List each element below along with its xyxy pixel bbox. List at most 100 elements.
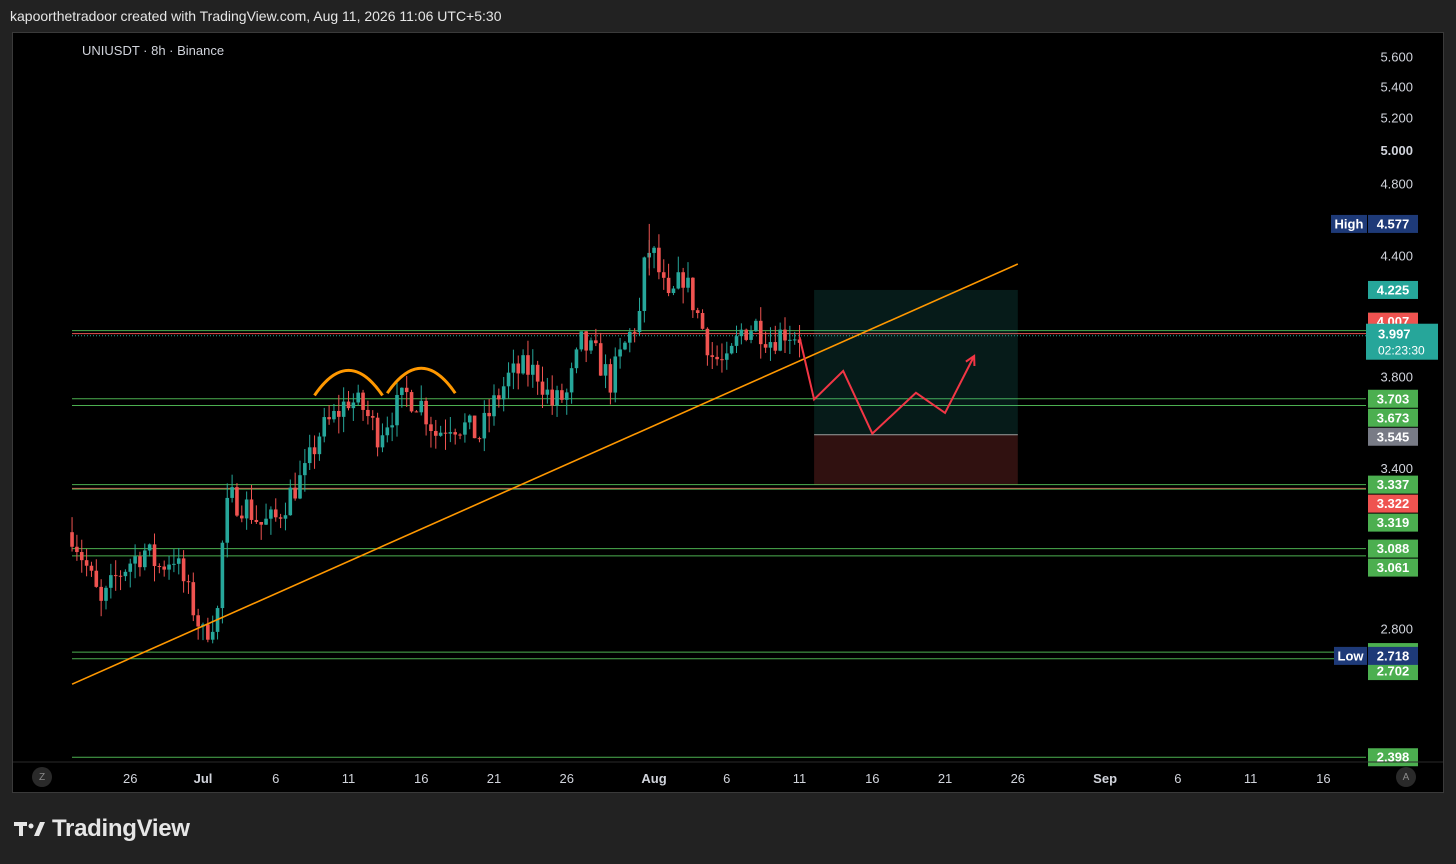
low-price-label: 2.718 [1377,648,1410,663]
candle-body [628,331,632,343]
candle-body [540,381,545,395]
level-price-label: 3.061 [1377,560,1410,575]
candle-body [579,331,584,350]
level-price-label-bg [1368,494,1418,513]
candle-body [370,416,375,418]
candle-body [691,277,695,311]
candle-body [783,329,787,341]
x-tick-label: 26 [123,771,137,786]
candle-body [332,410,336,420]
x-tick-label: 16 [865,771,879,786]
candle-body [613,356,618,393]
low-tag: Low [1338,648,1365,663]
target-price-label: 4.225 [1377,282,1410,297]
zoom-reset-button[interactable]: Z [32,767,52,787]
candle-body [317,436,322,455]
level-price-label-bg [1368,662,1418,681]
candle-body [438,432,443,436]
candles [70,223,802,644]
tradingview-logo-icon [14,822,45,836]
candle-body [458,434,462,436]
candle-body [676,272,681,289]
candle-body [409,392,414,412]
projection-line [798,336,976,436]
candle-body [657,247,661,273]
candle-body [147,544,152,551]
candle-body [661,272,666,278]
candle-body [555,390,559,406]
candle-body [273,509,278,518]
candle-body [244,499,249,519]
candle-body [70,532,74,547]
level-price-label: 2.702 [1377,664,1410,679]
candle-body [763,344,768,348]
high-price-label-bg [1368,214,1418,233]
candle-body [482,412,487,439]
candle-body [778,329,782,351]
candle-body [550,389,554,406]
candle-body [744,329,748,340]
candle-body [230,487,234,498]
top-arch [313,369,384,397]
candle-body [521,355,525,374]
candle-body [240,515,244,519]
x-tick-label: 16 [414,771,428,786]
entry-price-label-bg [1368,427,1418,446]
candle-body [768,342,773,348]
y-tick-label: 5.600 [1380,49,1413,64]
candle-body [380,435,385,448]
y-tick-label: 3.800 [1380,369,1413,384]
candle-body [172,563,176,565]
candle-body [749,331,753,340]
candle-body [652,247,656,253]
candle-body [337,410,341,417]
level-price-label: 3.703 [1377,391,1410,406]
x-tick-label: 21 [938,771,952,786]
bar-countdown-label: 02:23:30 [1378,344,1425,358]
candle-body [569,368,574,393]
candle-body [705,328,710,356]
candle-body [419,400,424,413]
candle-body [249,499,254,520]
auto-scale-button[interactable]: A [1396,767,1416,787]
candle-body [133,556,137,564]
candle-body [404,387,409,393]
x-tick-label: Sep [1093,771,1117,786]
candle-body [210,631,215,640]
level-price-label-bg [1368,539,1418,558]
candle-body [497,395,501,400]
candle-body [118,575,123,577]
candle-body [574,349,579,369]
level-price-label-bg [1368,389,1418,408]
candle-body [312,447,317,455]
candle-body [448,432,453,434]
high-tag: High [1335,216,1364,231]
stop-zone [814,434,1018,485]
candle-body [725,353,729,360]
x-tick-label: 16 [1316,771,1330,786]
candle-body [467,415,472,423]
candle-body [492,395,496,417]
candle-body [608,364,613,393]
price-axis: 5.600 5.400 5.200 5.000 4.800 4.400 3.800 3.400… [1380,49,1413,636]
candle-body [463,422,467,435]
candle-body [167,564,171,570]
level-price-label: 3.673 [1377,410,1410,425]
candle-body [535,364,540,382]
candle-body [642,257,647,311]
y-tick-label: 5.000 [1380,143,1413,158]
long-position-tool [814,289,1018,485]
candle-body [162,566,166,570]
tradingview-logo[interactable]: TradingView [14,815,190,843]
candle-body [734,336,739,346]
y-tick-label: 4.400 [1380,248,1413,263]
candle-body [603,364,608,376]
projection-arrowhead [965,354,976,367]
x-tick-label: 11 [1244,771,1258,786]
candle-body [361,392,365,410]
candle-body [293,487,297,499]
x-tick-label: 6 [272,771,279,786]
candle-body [516,363,521,374]
candle-body [123,571,128,577]
